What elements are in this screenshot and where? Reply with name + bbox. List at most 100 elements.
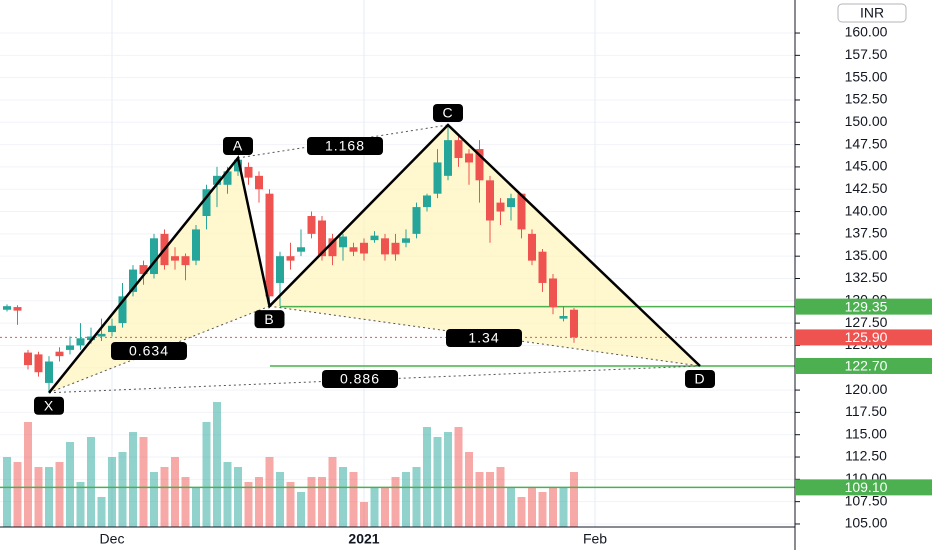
pattern-point-label: C (442, 105, 453, 121)
candle-body (297, 247, 305, 252)
ratio-label-box (322, 370, 398, 388)
y-tick-label: 147.50 (845, 135, 888, 151)
pattern-point-label-box (433, 103, 463, 122)
volume-bar (244, 482, 253, 527)
candle-body (307, 216, 316, 234)
pattern-point-label-box (223, 136, 253, 155)
volume-bar (181, 477, 190, 527)
volume-bar (265, 457, 274, 527)
y-tick-label: 105.00 (845, 515, 888, 531)
candle-body (423, 195, 431, 208)
volume-bar (24, 422, 32, 527)
candle-body (265, 193, 274, 297)
volume-bar (486, 472, 494, 527)
candle-body (181, 256, 190, 266)
x-tick-label: Feb (583, 531, 607, 547)
volume-bar (13, 462, 22, 527)
axis-background (795, 0, 932, 550)
price-tag (795, 298, 932, 315)
volume-bar (150, 472, 158, 527)
y-tick-label: 137.50 (845, 225, 888, 241)
volume-bar (570, 472, 578, 527)
volume-bar (3, 457, 11, 527)
volume-bar (45, 467, 53, 527)
candle-body (507, 198, 515, 208)
volume-bar (87, 437, 95, 527)
ratio-label-box (111, 342, 187, 360)
y-tick-label: 127.50 (845, 314, 888, 330)
y-tick-label: 107.50 (845, 492, 888, 508)
x-tick-label: Dec (100, 531, 125, 547)
pattern-point-label: B (264, 311, 274, 327)
currency-label: INR (860, 5, 884, 21)
volume-bar (286, 482, 295, 527)
volume-bar (34, 467, 43, 527)
candle-body (381, 238, 389, 255)
volume-bar (517, 497, 526, 527)
volume-bar (402, 472, 410, 527)
y-tick-label: 135.00 (845, 247, 888, 263)
candle-body (244, 166, 253, 178)
pattern-area (269, 124, 700, 366)
candle-body (87, 336, 95, 341)
pattern-point-label: D (694, 371, 705, 387)
candle-body (24, 352, 32, 366)
candle-body (34, 354, 43, 373)
volume-bar (66, 442, 74, 527)
volume-bar (391, 477, 400, 527)
ratio-label-box (446, 329, 522, 347)
pattern-point-label-box (34, 396, 64, 415)
candle-body (328, 238, 337, 257)
x-tick-label: 2021 (348, 531, 379, 547)
candle-body (528, 233, 536, 261)
pattern-point-label-box (254, 310, 285, 329)
volume-bar (349, 472, 358, 527)
y-tick-label: 140.00 (845, 202, 888, 218)
candle-body (538, 251, 547, 283)
candle-body (45, 361, 53, 383)
volume-bar (423, 427, 431, 527)
ratio-label-box (307, 137, 383, 155)
volume-bar (538, 492, 547, 527)
y-tick-label: 120.00 (845, 381, 888, 397)
volume-bar (192, 487, 200, 527)
candle-body (171, 256, 179, 261)
y-tick-label: 160.00 (845, 24, 888, 40)
volume-bar (202, 422, 211, 527)
volume-bar (108, 457, 116, 527)
candle-body (465, 153, 473, 163)
price-tag (795, 329, 932, 346)
candle-body (202, 189, 211, 217)
candle-body (3, 306, 11, 310)
y-tick-label: 157.50 (845, 46, 888, 62)
candle-body (349, 247, 358, 252)
volume-bar (433, 437, 442, 527)
pattern-point-label: A (233, 138, 243, 154)
candle-body (486, 180, 494, 221)
candle-body (402, 238, 410, 243)
candle-body (517, 193, 526, 230)
price-tag-label: 109.10 (845, 479, 888, 495)
pattern-line (48, 123, 701, 394)
pattern-point-label-box (685, 369, 715, 388)
volume-bar (129, 432, 137, 527)
ratio-label: 0.634 (129, 343, 169, 359)
candle-body (129, 269, 137, 292)
volume-bar (528, 487, 536, 527)
price-tag (795, 479, 932, 496)
price-tag-label: 122.70 (845, 358, 888, 374)
candle-body (339, 236, 347, 248)
candle-body (255, 175, 263, 190)
candle-body (76, 338, 85, 346)
candle-body (139, 265, 148, 275)
volume-bar (339, 467, 347, 527)
volume-bar (465, 452, 473, 527)
candle-body (433, 162, 442, 194)
volume-bar (213, 402, 221, 527)
volume-bar (475, 472, 484, 527)
volume-bar (55, 462, 64, 527)
volume-bar (318, 477, 326, 527)
volume-bar (444, 432, 452, 527)
candle-body (97, 333, 106, 337)
